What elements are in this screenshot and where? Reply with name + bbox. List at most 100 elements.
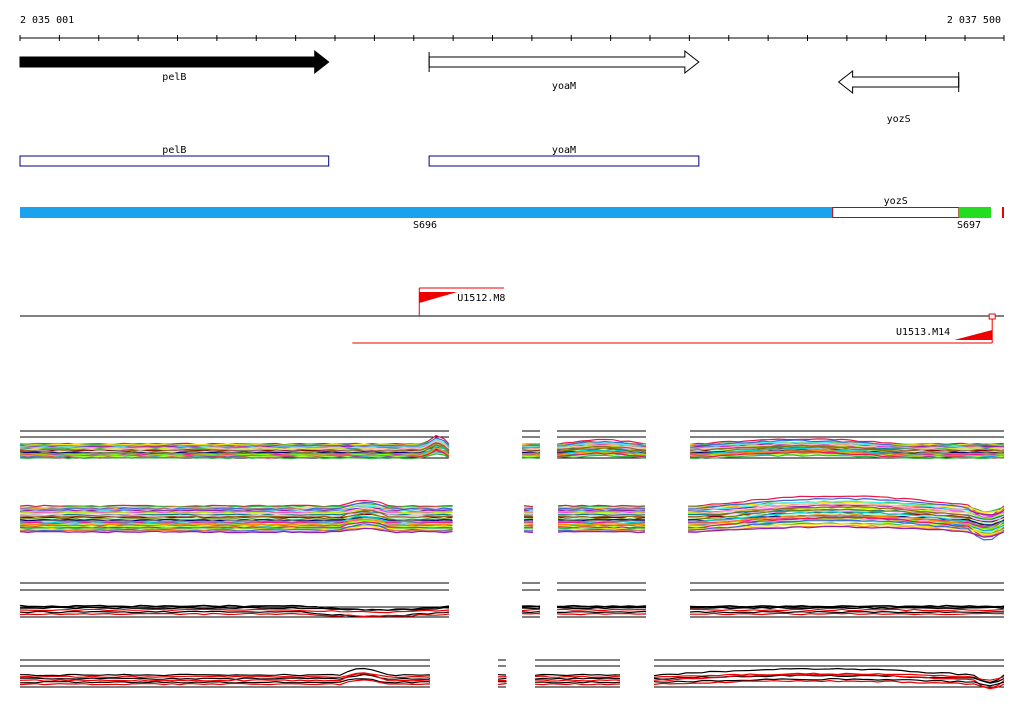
expression-profile-line — [690, 612, 1005, 616]
expression-profile-line — [521, 608, 541, 612]
expression-profile-line — [523, 524, 534, 527]
expression-profile-line — [19, 510, 453, 519]
expression-profile-line — [19, 515, 453, 524]
expression-profile-line — [19, 527, 453, 534]
cds-box-pelB[interactable] — [19, 155, 330, 167]
expression-profile-line — [521, 448, 541, 452]
tu-promoter-flag-U1513 — [954, 330, 993, 340]
expression-profile-line — [557, 528, 646, 532]
cds-label-yoaM: yoaM — [552, 145, 576, 156]
expression-profile-line — [557, 519, 645, 523]
expression-profile-line — [497, 682, 507, 686]
expression-profile-line — [687, 519, 1005, 541]
segment-label-S697: S697 — [957, 220, 981, 231]
segment-track: yozS S696 S697 — [20, 196, 1004, 231]
expression-profile-line — [557, 504, 646, 508]
transcription-unit-track: U1512.M8 U1513.M14 — [20, 287, 1004, 344]
expression-profile-line — [19, 606, 450, 611]
expression-profile-line — [653, 667, 1005, 684]
expression-profile-line — [497, 677, 507, 680]
expression-profile-line — [20, 512, 453, 521]
expression-profile-line — [556, 612, 647, 616]
ruler-start-label: 2 035 001 — [20, 15, 74, 26]
expression-profile-line — [556, 606, 647, 610]
expression-profile-line — [557, 610, 647, 614]
expression-profile-line — [521, 446, 541, 448]
expression-profile-line — [497, 681, 507, 683]
expression-profile-line — [689, 441, 1005, 449]
expression-profile-line — [689, 454, 1005, 460]
coordinate-ruler: 2 035 001 2 037 500 — [19, 15, 1005, 41]
expression-profile-line — [521, 450, 541, 453]
expression-profile-line — [521, 454, 541, 457]
expression-profile-line — [557, 524, 646, 527]
expression-profile-line — [556, 454, 647, 459]
gene-arrow-yozS[interactable] — [837, 69, 960, 95]
segment-end-marker — [1002, 207, 1004, 218]
expression-profile-line — [534, 675, 621, 678]
expression-profile-line — [557, 515, 646, 519]
expression-profile-line — [523, 519, 534, 521]
expression-profile-line — [556, 445, 647, 452]
expression-profile-line — [557, 530, 646, 534]
segment-label-S696: S696 — [413, 220, 437, 231]
expression-panel-4 — [19, 659, 1005, 690]
gene-label-yoaM: yoaM — [552, 81, 576, 92]
expression-profile-line — [523, 531, 534, 534]
expression-profile-line — [687, 500, 1005, 522]
expression-profile-line — [687, 501, 1005, 514]
expression-profile-line — [653, 677, 1005, 687]
expression-profile-line — [557, 506, 646, 510]
expression-profile-line — [19, 612, 450, 618]
segment-S697[interactable] — [958, 207, 992, 218]
segment-yozS[interactable] — [832, 207, 960, 218]
gene-arrow-pelB[interactable] — [19, 49, 330, 75]
expression-profile-line — [19, 499, 453, 508]
expression-profile-line — [556, 452, 647, 458]
expression-profile-line — [556, 440, 647, 447]
expression-panel-2 — [19, 495, 1005, 541]
expression-profile-line — [19, 502, 453, 509]
expression-profile-line — [689, 443, 1005, 451]
expression-profile-line — [689, 610, 1005, 614]
expression-profile-line — [558, 521, 646, 525]
expression-profile-line — [557, 509, 646, 512]
expression-profile-line — [19, 511, 453, 518]
tu-label-U1513: U1513.M14 — [896, 327, 950, 338]
expression-profile-line — [19, 453, 450, 460]
expression-profile-line — [19, 445, 450, 452]
tu-promoter-flag-U1512 — [419, 292, 458, 303]
expression-profile-line — [687, 511, 1005, 533]
expression-profile-line — [557, 526, 646, 529]
expression-profile-line — [653, 679, 1005, 690]
expression-profile-line — [19, 608, 450, 614]
expression-profile-line — [689, 449, 1005, 457]
gene-arrow-yoaM[interactable] — [428, 49, 700, 75]
expression-profile-line — [534, 680, 621, 684]
expression-profile-line — [534, 682, 621, 686]
expression-profile-line — [557, 511, 646, 514]
expression-profile-line — [523, 505, 534, 508]
cds-box-yoaM[interactable] — [428, 155, 700, 167]
expression-profile-line — [523, 510, 534, 513]
expression-profile-line — [556, 608, 647, 612]
expression-profile-line — [19, 501, 453, 511]
segment-gene-label-yozS: yozS — [884, 196, 908, 207]
expression-profile-line — [687, 503, 1005, 525]
expression-profile-line — [19, 679, 431, 686]
expression-profile-line — [19, 518, 453, 527]
gene-label-yozS: yozS — [887, 114, 911, 125]
expression-profile-line — [521, 605, 541, 607]
expression-panel-1 — [19, 430, 1005, 460]
expression-profile-line — [19, 508, 453, 514]
expression-profile-line — [523, 512, 534, 515]
expression-profile-line — [687, 523, 1005, 536]
expression-profile-line — [19, 673, 431, 680]
expression-profile-line — [20, 667, 431, 677]
expression-profile-line — [534, 677, 621, 680]
segment-S696[interactable] — [20, 207, 833, 218]
gene-track: pelB yoaM yozS — [19, 49, 960, 125]
tu-label-U1512: U1512.M8 — [457, 293, 505, 304]
expression-profile-line — [19, 523, 453, 532]
